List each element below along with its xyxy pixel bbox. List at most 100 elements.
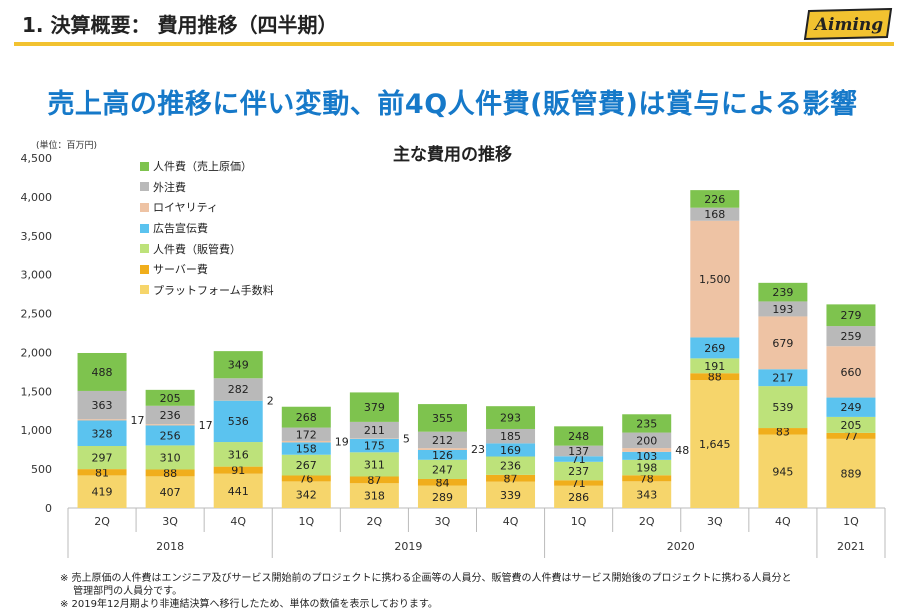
bar-segment-platform [349,483,399,508]
legend-label: 人件費（売上原価） [153,160,252,174]
legend-label: 人件費（販管費） [153,242,241,256]
data-label-cogs_personnel: 293 [500,412,521,425]
data-label-royalty: 17 [199,419,213,432]
data-label-advertising: 175 [364,440,385,453]
data-label-cogs_personnel: 235 [636,417,657,430]
bar-segment-platform [690,380,740,508]
year-label: 2018 [156,540,184,553]
bar-segment-advertising [758,369,808,387]
bar-segment-cogs_personnel [690,190,740,208]
stacked-bar-chart: 0 500 1,000 1,500 2,000 2,500 3,000 3,500 4,000 4… [21,152,886,558]
data-label-sga_personnel: 311 [364,458,385,471]
data-label-royalty: 48 [675,444,689,457]
data-label-cogs_personnel: 226 [704,193,725,206]
bar-segment-cogs_personnel [349,392,399,422]
legend-item-cogs_personnel: 人件費（売上原価） [140,156,274,177]
bar-segment-royalty [622,448,672,452]
data-label-server: 88 [708,371,722,384]
legend-swatch [140,182,149,192]
data-label-cogs_personnel: 205 [160,392,181,405]
bar-segment-outsourcing [145,405,195,425]
data-label-cogs_personnel: 279 [840,309,861,322]
legend-swatch [140,285,149,295]
data-label-outsourcing: 212 [432,434,453,447]
bar-segment-server [826,432,876,439]
bar-segment-advertising [145,425,195,446]
legend-swatch [140,223,149,233]
logo-text: Aiming [813,15,883,35]
bar-segment-server [554,480,604,486]
bar-segment-platform [622,481,672,508]
bar-segment-cogs_personnel [281,406,331,428]
data-label-advertising: 269 [704,342,725,355]
bar-segment-server [417,478,467,486]
data-label-platform: 339 [500,489,521,502]
bar-segment-advertising [213,400,263,443]
bar-segment-advertising [622,451,672,460]
y-tick-label: 3,000 [21,269,53,282]
data-label-cogs_personnel: 248 [568,430,589,443]
footnote-1-cont: 管理部門の人員分です。 [60,586,183,597]
data-label-platform: 343 [636,489,657,502]
legend-label: ロイヤリティ [153,201,219,215]
data-label-royalty: 679 [772,337,793,350]
data-label-server: 71 [572,477,586,490]
data-label-outsourcing: 259 [840,330,861,343]
bar-segment-royalty [690,220,740,338]
bar-segment-sga_personnel [826,416,876,433]
bar-segment-platform [145,476,195,508]
data-label-server: 76 [299,472,313,485]
bar-segment-sga_personnel [77,446,127,470]
y-tick-label: 4,500 [21,152,53,165]
bar-segment-advertising [77,420,127,447]
bar-segment-outsourcing [554,445,604,457]
data-label-advertising: 103 [636,450,657,463]
data-label-advertising: 71 [572,453,586,466]
bar-segment-platform [417,485,467,508]
aiming-logo: Aiming [803,7,893,41]
data-label-royalty: 5 [403,433,410,446]
data-label-royalty: 19 [335,436,349,449]
bar-segment-sga_personnel [145,445,195,470]
bar-segment-sga_personnel [622,459,672,476]
bar-segment-outsourcing [281,427,331,441]
bar-segment-server [213,466,263,474]
bar-segment-cogs_personnel [145,389,195,406]
bar-segment-platform [213,473,263,508]
bar-segment-cogs_personnel [622,414,672,433]
data-label-royalty: 1,500 [699,273,731,286]
data-label-outsourcing: 185 [500,430,521,443]
header-divider [14,42,894,46]
data-label-outsourcing: 137 [568,445,589,458]
data-label-cogs_personnel: 379 [364,401,385,414]
legend-item-sga_personnel: 人件費（販管費） [140,238,274,259]
data-label-platform: 441 [228,485,249,498]
bar-segment-royalty [281,440,331,443]
data-label-sga_personnel: 191 [704,360,725,373]
header: 1. 決算概要： 費用推移（四半期） Aiming [0,0,905,46]
bar-segment-outsourcing [77,390,127,420]
legend-item-server: サーバー費 [140,259,274,280]
bar-segment-platform [77,475,127,508]
footnote-1: ※ 売上原価の人件費はエンジニア及びサービス開始前のプロジェクトに携わる企画等の… [60,573,792,584]
bar-segment-outsourcing [417,431,467,449]
y-tick-label: 0 [45,502,52,515]
y-tick-label: 1,000 [21,424,53,437]
data-label-advertising: 249 [840,401,861,414]
x-tick-label: 2Q [639,515,655,528]
bar-segment-outsourcing [758,301,808,317]
data-label-sga_personnel: 236 [500,460,521,473]
data-label-cogs_personnel: 268 [296,411,317,424]
bar-segment-server [281,475,331,482]
data-label-cogs_personnel: 349 [228,359,249,372]
bar-segment-advertising [349,438,399,453]
data-label-advertising: 328 [92,427,113,440]
y-tick-label: 3,500 [21,230,53,243]
bar-segment-advertising [486,443,536,457]
data-label-sga_personnel: 310 [160,451,181,464]
data-label-royalty: 660 [840,366,861,379]
data-label-platform: 407 [160,486,181,499]
x-tick-label: 1Q [571,515,587,528]
data-label-server: 87 [367,474,381,487]
bar-segment-platform [758,434,808,508]
